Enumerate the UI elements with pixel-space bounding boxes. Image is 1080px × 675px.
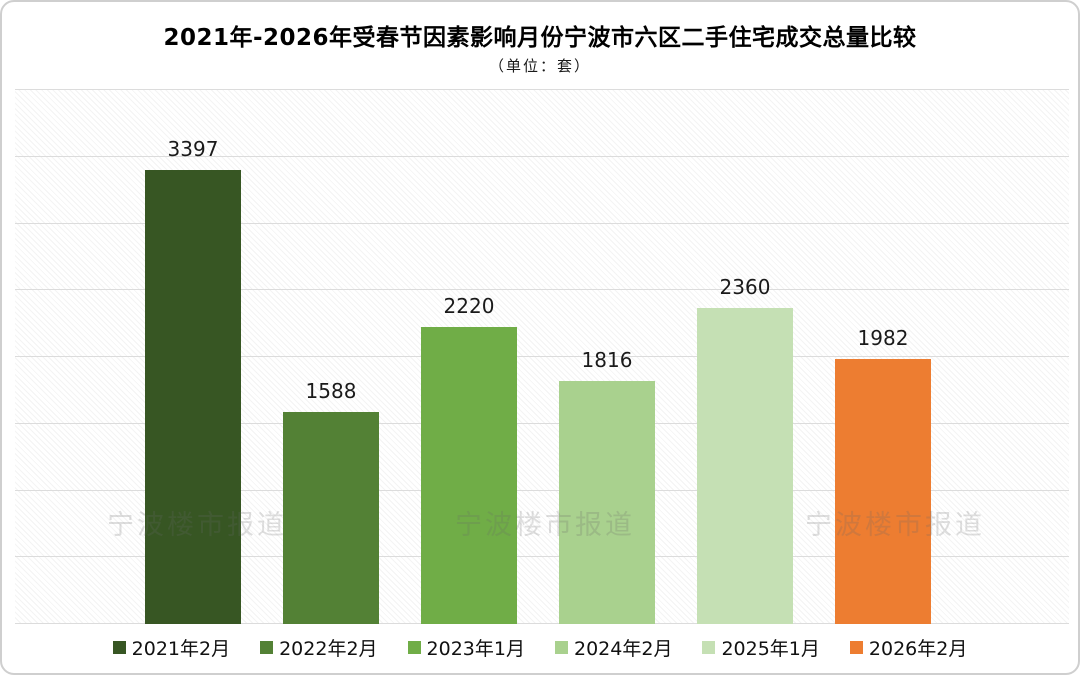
legend-label: 2025年1月: [721, 638, 820, 660]
bar-2022年2月: [283, 412, 379, 624]
legend-label: 2023年1月: [426, 638, 525, 660]
gridline: [15, 289, 1069, 290]
bar-slot: 1816: [559, 89, 655, 624]
bar-slot: 2220: [421, 89, 517, 624]
legend-label: 2024年2月: [574, 638, 673, 660]
bar-value-label: 1588: [305, 379, 357, 403]
legend-swatch-icon: [555, 641, 568, 654]
bar-2025年1月: [697, 308, 793, 624]
gridline: [15, 423, 1069, 424]
bar-value-label: 1816: [581, 348, 633, 372]
chart-title: 2021年-2026年受春节因素影响月份宁波市六区二手住宅成交总量比较: [163, 25, 917, 51]
legend-label: 2021年2月: [131, 638, 231, 660]
bar-2026年2月: [835, 359, 931, 624]
legend-swatch-icon: [407, 641, 421, 654]
gridline: [15, 356, 1069, 357]
legend-item-2025年1月: 2025年1月: [702, 634, 820, 661]
legend-item-2024年2月: 2024年2月: [555, 634, 672, 661]
bar-2021年2月: [145, 170, 241, 624]
legend-item-2022年2月: 2022年2月: [260, 634, 378, 661]
legend-item-2026年2月: 2026年2月: [849, 634, 968, 661]
legend-swatch-icon: [702, 641, 716, 654]
bar-slot: 1982: [835, 89, 931, 624]
bar-slot: 2360: [697, 89, 793, 624]
legend-swatch-icon: [849, 641, 863, 654]
bar-2024年2月: [559, 381, 655, 624]
legend-item-2021年2月: 2021年2月: [112, 634, 231, 661]
gridline: [15, 556, 1069, 557]
gridline: [15, 156, 1069, 157]
legend-label: 2022年2月: [279, 638, 378, 660]
gridline: [15, 490, 1069, 491]
bar-value-label: 2220: [443, 294, 495, 318]
gridline: [15, 89, 1069, 90]
bar-value-label: 1982: [857, 326, 909, 350]
bar-value-label: 3397: [167, 137, 219, 161]
legend-label: 2026年2月: [868, 638, 968, 660]
plot-area: 3397 1588 2220 1816 2360 1982 宁波楼市报道 宁波楼市报道 宁波楼…: [15, 89, 1069, 624]
legend-swatch-icon: [260, 641, 274, 654]
bar-slot: 3397: [145, 89, 241, 624]
gridline: [15, 623, 1069, 624]
chart-legend: 2021年2月 2022年2月 2023年1月 2024年2月 2025年1月 2026年…: [2, 634, 1078, 661]
gridline: [15, 223, 1069, 224]
bar-slot: 1588: [283, 89, 379, 624]
bar-value-label: 2360: [719, 275, 771, 299]
legend-swatch-icon: [112, 641, 126, 654]
legend-item-2023年1月: 2023年1月: [407, 634, 525, 661]
bar-2023年1月: [421, 327, 517, 624]
chart-unit-label: （单位：套）: [488, 57, 591, 75]
